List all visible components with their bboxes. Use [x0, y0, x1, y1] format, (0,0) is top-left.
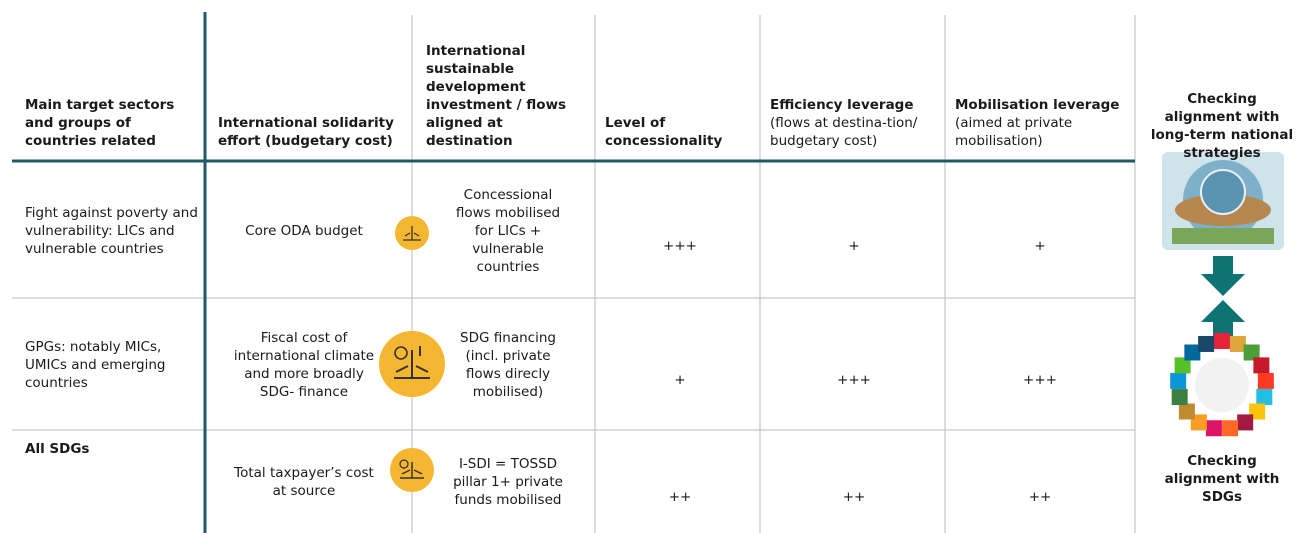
- table-cell: ++: [842, 489, 866, 505]
- scale-icon: [395, 216, 429, 250]
- sdg-tile: [1171, 389, 1188, 406]
- header-cell: Main target sectors and groups of countr…: [25, 10, 200, 150]
- header-content: International solidarity effort (budgeta…: [218, 114, 398, 150]
- table-cell: All SDGs: [25, 441, 90, 457]
- sdg-tile: [1257, 372, 1274, 389]
- header-cell: International sustainable development in…: [426, 10, 586, 150]
- header-title: Mobilisation leverage: [955, 97, 1120, 113]
- header-title: Main target sectors and groups of countr…: [25, 97, 175, 149]
- header-content: Main target sectors and groups of countr…: [25, 96, 200, 150]
- header-cell: Mobilisation leverage (aimed at private m…: [955, 10, 1125, 150]
- sdg-tile: [1174, 357, 1191, 374]
- table-cell: Total taxpayer’s cost at source: [234, 465, 374, 499]
- sdg-tile: [1214, 333, 1230, 349]
- header-cell: Efficiency leverage (flows at destina-tio…: [770, 10, 938, 150]
- strategy-image: [1162, 152, 1284, 250]
- sdg-tile: [1198, 335, 1215, 352]
- sdg-tile: [1205, 420, 1222, 437]
- table-cell: SDG financing (incl. private flows direc…: [460, 330, 556, 400]
- table-cell: +: [674, 372, 686, 388]
- sdg-tile: [1178, 403, 1195, 420]
- table-cell: +++: [1023, 372, 1057, 388]
- table-cell: +++: [837, 372, 871, 388]
- table-cell: ++: [1028, 489, 1052, 505]
- arrow-up: [1201, 300, 1245, 340]
- header-title: International solidarity effort (budgeta…: [218, 115, 394, 149]
- header-title: International sustainable development in…: [426, 43, 567, 149]
- sdg-tile: [1256, 389, 1273, 406]
- table-cell: I-SDI = TOSSD pillar 1+ private funds mo…: [453, 456, 563, 508]
- table-cell: +++: [663, 237, 697, 254]
- sdg-wheel: [1170, 333, 1274, 437]
- sdg-tile: [1170, 372, 1187, 389]
- sdg-center: [1195, 358, 1249, 412]
- table-cell: Core ODA budget: [245, 222, 363, 239]
- header-cell: Level of concessionality: [605, 10, 755, 150]
- side-label: Checking alignment with SDGs: [1164, 453, 1280, 505]
- scale-icon: [379, 331, 445, 397]
- arrow-down: [1201, 256, 1245, 296]
- table-cell: ++: [668, 489, 692, 505]
- header-title: Efficiency leverage: [770, 97, 914, 113]
- scale-icon: [390, 448, 434, 492]
- table-cell: Concessional flows mobilised for LICs + …: [455, 186, 561, 275]
- table-cell: Fiscal cost of international climate and…: [233, 330, 375, 400]
- sdg-tile: [1222, 420, 1239, 437]
- header-note: (flows at destina-tion/ budgetary cost): [770, 115, 918, 149]
- header-content: International sustainable development in…: [426, 42, 586, 150]
- sdg-tile: [1229, 335, 1246, 352]
- header-title: Level of concessionality: [605, 115, 723, 149]
- sdg-tile: [1253, 357, 1270, 374]
- sdg-tile: [1243, 344, 1260, 361]
- sdg-tile: [1237, 414, 1254, 431]
- header-note: (aimed at private mobilisation): [955, 115, 1073, 149]
- header-content: Mobilisation leverage (aimed at private m…: [955, 96, 1125, 150]
- header-content: Level of concessionality: [605, 114, 755, 150]
- table-cell: +: [1034, 237, 1046, 254]
- table-cell: Fight against poverty and vulnerability:…: [25, 204, 198, 257]
- table-cell: GPGs: notably MICs, UMICs and emerging c…: [25, 339, 166, 391]
- sdg-tile: [1184, 344, 1201, 361]
- header-content: Efficiency leverage (flows at destina-tio…: [770, 96, 938, 150]
- side-label: Checking alignment with long-term nation…: [1150, 91, 1294, 161]
- table-cell: +: [848, 237, 860, 254]
- header-cell: International solidarity effort (budgeta…: [218, 10, 398, 150]
